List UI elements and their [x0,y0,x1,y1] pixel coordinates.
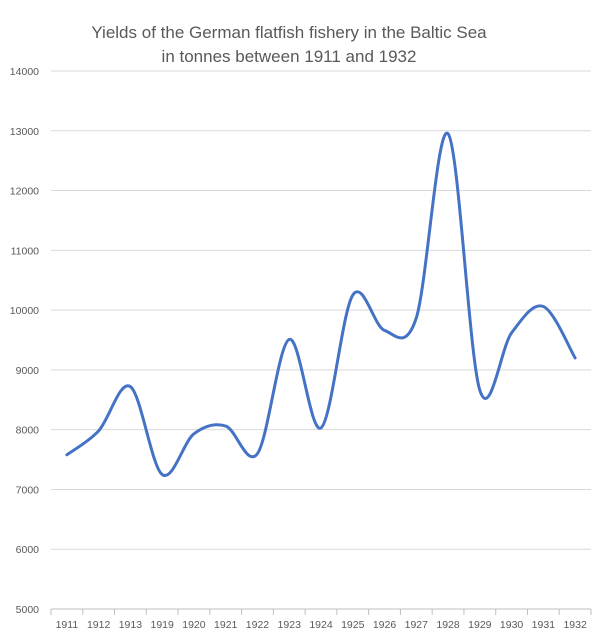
series-layer [65,132,577,477]
y-tick-label: 7000 [16,484,40,496]
y-tick-label: 9000 [16,365,40,377]
x-tick-label: 1931 [532,619,556,631]
x-tick-label: 1930 [500,619,524,631]
y-tick-label: 13000 [10,126,39,138]
y-tick-label: 10000 [10,305,39,317]
y-tick-label: 8000 [16,425,40,437]
x-tick-label: 1921 [214,619,238,631]
x-tick-label: 1925 [341,619,365,631]
chart-title: Yields of the German flatfish fishery in… [91,23,487,66]
x-tick-label: 1922 [246,619,270,631]
gridlines [51,70,591,550]
x-tick-label: 1919 [150,619,174,631]
y-tick-label: 5000 [16,604,40,616]
x-tick-label: 1912 [87,619,111,631]
y-tick-label: 11000 [11,245,40,257]
y-tick-label: 6000 [16,544,40,556]
x-tick-label: 1929 [468,619,492,631]
y-axis-ticks: 5000 6000 7000 8000 9000 10000 11000 12000 13000… [10,66,39,616]
x-tick-label: 1913 [119,619,143,631]
x-tick-label: 1928 [436,619,460,631]
chart-title-line-1: Yields of the German flatfish fishery in… [91,23,487,42]
x-tick-label: 1911 [56,619,79,631]
x-axis: 1911 1912 1913 1919 1920 1921 1922 1923 1924 1925… [50,608,592,631]
y-tick-label: 12000 [10,186,39,198]
series-line [65,132,577,477]
y-tick-label: 14000 [10,66,39,78]
x-tick-label: 1920 [182,619,206,631]
x-tick-label: 1932 [563,619,587,631]
x-tick-label: 1924 [309,619,333,631]
chart-title-line-2: in tonnes between 1911 and 1932 [162,47,417,66]
x-tick-label: 1926 [373,619,397,631]
x-tick-label: 1927 [405,619,429,631]
x-tick-label: 1923 [278,619,302,631]
